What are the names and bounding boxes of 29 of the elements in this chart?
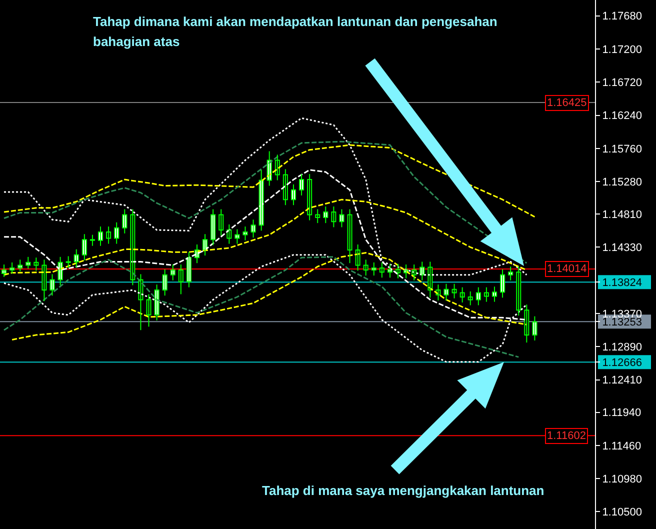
ref-line-label: 1.11602 [547, 430, 586, 442]
y-tick-label: 1.17200 [602, 44, 642, 56]
candlestick [146, 294, 152, 328]
y-tick-label: 1.13824 [602, 277, 642, 290]
y-tick-label: 1.17680 [602, 10, 642, 23]
candlestick [66, 256, 71, 268]
ref-line-label: 1.14014 [547, 263, 587, 275]
y-tick-label: 1.12410 [602, 374, 642, 387]
line-series [3, 144, 536, 218]
line-series [3, 198, 528, 276]
y-tick-label: 1.14810 [602, 208, 642, 221]
y-tick-label: 1.14330 [602, 242, 642, 254]
y-tick-label: 1.10980 [602, 473, 642, 486]
y-tick-label: 1.15760 [602, 143, 642, 156]
y-tick-label: 1.11940 [602, 407, 642, 420]
candlestick [242, 226, 248, 241]
y-tick-label: 1.12890 [602, 342, 642, 354]
ref-line-label: 1.16425 [547, 97, 587, 109]
y-tick-label: 1.16720 [602, 77, 642, 90]
annotation: Tahap di mana saya mengjangkakan lantunan [262, 482, 546, 500]
y-tick-label: 1.16240 [602, 110, 642, 122]
candlestick [444, 283, 449, 301]
y-tick-label: 1.11460 [602, 440, 642, 452]
y-tick-label: 1.12666 [602, 357, 642, 369]
candlestick [90, 234, 95, 246]
annotation: Tahap dimana kami akan mendapatkan lantunan dan pengesahan bahagian atas [93, 13, 498, 51]
line-series [3, 140, 528, 264]
y-tick-label: 1.10500 [602, 506, 642, 519]
y-tick-label: 1.15280 [602, 176, 642, 188]
